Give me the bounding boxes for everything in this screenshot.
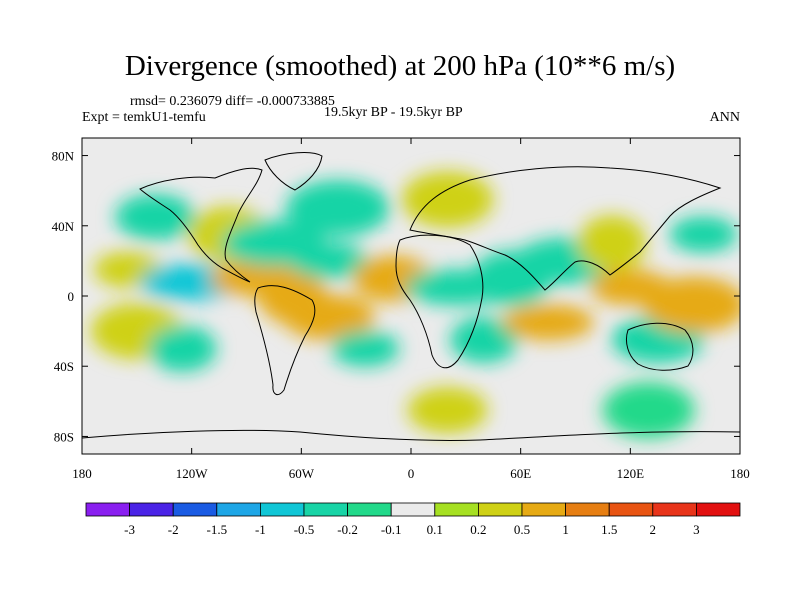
colorbar-label: -3 (124, 522, 135, 537)
colorbar-box (696, 502, 741, 517)
colorbar-label: -1 (255, 522, 266, 537)
coastline-eurasia (409, 166, 722, 291)
colorbar-box (347, 502, 392, 517)
colorbar-label: 3 (693, 522, 700, 537)
x-tick-label: 180 (72, 466, 92, 481)
season-label: ANN (709, 110, 740, 125)
colorbar-label: 1 (562, 522, 569, 537)
colorbar-label: 0.5 (514, 522, 530, 537)
colorbar-label: 2 (650, 522, 657, 537)
colorbar-box (477, 502, 523, 517)
colorbar-label: 1.5 (601, 522, 617, 537)
axes-layer: 180 120W 60W 0 60E 120E 180 80N 40N 0 40S 80S (52, 138, 750, 481)
coastline-australia (625, 322, 694, 371)
colorbar-label: -2 (168, 522, 179, 537)
field-region (450, 316, 519, 363)
x-tick-label: 60W (289, 466, 315, 481)
field-region (407, 387, 488, 434)
colorbar-box (565, 502, 610, 517)
colorbar-label: 0.2 (470, 522, 486, 537)
y-tick-label: 80N (52, 149, 75, 164)
colorbar-box (216, 502, 261, 517)
field-region (115, 194, 196, 240)
colorbar-label: -0.1 (381, 522, 402, 537)
coastline-africa (395, 234, 484, 369)
colorbar-label: -0.2 (337, 522, 358, 537)
colorbar-box (434, 502, 479, 517)
colorbar-box (652, 502, 697, 517)
coastline-north-america (139, 167, 263, 283)
x-tick-label: 0 (408, 466, 415, 481)
colorbar-box (303, 502, 348, 517)
field-region (282, 294, 375, 341)
colorbar-label: 0.1 (427, 522, 443, 537)
x-tick-label: 120E (617, 466, 645, 481)
y-tick-label: 0 (68, 289, 75, 304)
field-region (602, 382, 695, 439)
field-layer (90, 171, 740, 439)
y-tick-label: 80S (54, 429, 74, 444)
x-tick-label: 60E (510, 466, 531, 481)
colorbar-box (259, 502, 305, 517)
field-region (288, 242, 369, 279)
colorbar: -3 -2 -1.5 -1 -0.5 -0.2 -0.1 0.1 0.2 0.5 1 1.5 2 3 (85, 502, 741, 537)
field-region (401, 171, 494, 228)
x-tick-label: 120W (176, 466, 209, 481)
colorbar-box (521, 502, 566, 517)
colorbar-label: -1.5 (207, 522, 228, 537)
experiment-label: Expt = temkU1-temfu (82, 110, 206, 125)
field-region (285, 180, 390, 237)
field-region (669, 216, 738, 253)
field-region (642, 276, 740, 333)
coastline-greenland (264, 152, 323, 191)
y-tick-label: 40S (54, 359, 74, 374)
field-region (502, 304, 595, 341)
colorbar-box (608, 502, 654, 517)
x-tick-label: 180 (730, 466, 750, 481)
chart-title: Divergence (smoothed) at 200 hPa (10**6 … (124, 50, 676, 82)
field-region (331, 330, 400, 367)
coastline-south-america (254, 285, 316, 396)
y-tick-label: 40N (52, 219, 75, 234)
stats-label: rmsd= 0.236079 diff= -0.000733885 (130, 94, 335, 109)
colorbar-box (129, 502, 174, 517)
colorbar-box (390, 502, 436, 517)
field-region (578, 215, 647, 272)
period-label: 19.5kyr BP - 19.5kyr BP (324, 105, 463, 120)
colorbar-box (85, 502, 130, 517)
colorbar-box (172, 502, 218, 517)
field-region (148, 325, 217, 372)
colorbar-label: -0.5 (294, 522, 315, 537)
coastline-layer (82, 152, 740, 442)
coastline-antarctica (82, 429, 740, 442)
